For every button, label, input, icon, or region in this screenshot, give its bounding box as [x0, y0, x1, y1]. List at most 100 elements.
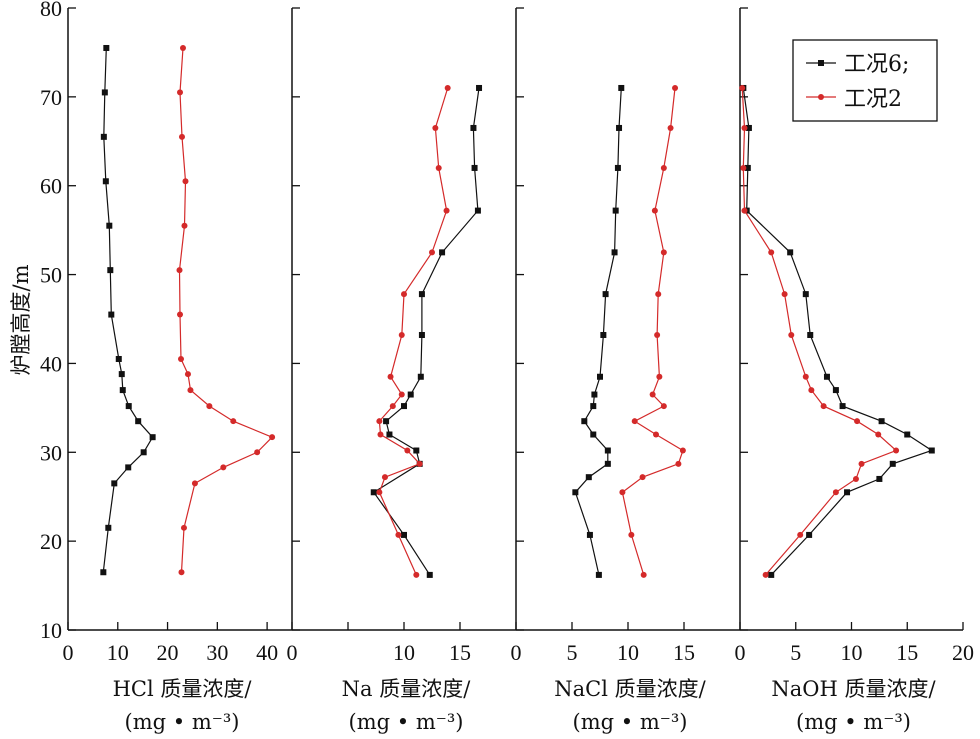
panel-4-point-case6 — [745, 124, 752, 131]
y-tick-label: 40 — [40, 351, 62, 376]
panel-3-point-case2 — [655, 291, 662, 298]
panel-4-point-case6 — [807, 331, 814, 338]
panel-2-point-case6 — [439, 249, 446, 256]
panel-4-point-case2 — [802, 373, 809, 380]
panel-4-x-tick-label: 0 — [735, 640, 746, 665]
panel-1-point-case6 — [108, 311, 115, 318]
panel-4-point-case6 — [889, 460, 896, 467]
panel-4-point-case6 — [806, 531, 813, 538]
panel-3-point-case2 — [660, 164, 667, 171]
panel-2-point-case2 — [398, 331, 405, 338]
panel-2-point-case6 — [417, 373, 424, 380]
panel-4-point-case2 — [858, 460, 865, 467]
panel-3-point-case2 — [619, 489, 626, 496]
panel-2-point-case2 — [429, 249, 435, 256]
legend-label-case2: 工况2 — [844, 87, 902, 112]
panel-1-point-case6 — [105, 524, 112, 531]
panel-3-series-case2-line — [621, 87, 684, 576]
series-layer — [100, 44, 935, 578]
panel-4-x-tick-label: 10 — [841, 640, 863, 665]
panel-1-point-case2 — [181, 222, 188, 229]
panel-3-point-case2 — [675, 460, 682, 467]
panel-1-point-case2 — [191, 480, 198, 487]
y-tick-label: 60 — [40, 174, 62, 199]
panel-4-point-case2 — [762, 571, 769, 578]
panel-2-point-case6 — [407, 391, 414, 398]
panel-1-x-axis-title: HCl 质量浓度/ — [113, 677, 253, 701]
panel-3-point-case2 — [628, 531, 635, 538]
panel-3-point-case2 — [639, 474, 646, 481]
panel-2-point-case2 — [387, 373, 394, 380]
panel-1-point-case2 — [178, 133, 185, 140]
panel-2-point-case6 — [426, 571, 433, 578]
panel-1-point-case6 — [149, 434, 156, 441]
panel-2-point-case2 — [389, 403, 396, 410]
panel-2-point-case2 — [435, 164, 442, 171]
panel-1-point-case2 — [254, 449, 261, 456]
panel-2-x-tick-label: 15 — [449, 640, 471, 665]
panel-3-point-case6 — [595, 571, 602, 578]
panel-1-point-case6 — [101, 89, 108, 96]
panel-4-point-case2 — [740, 164, 747, 171]
panel-2-point-case2 — [416, 460, 423, 467]
y-tick-label: 70 — [40, 85, 62, 110]
panel-1-point-case2 — [177, 311, 183, 318]
panel-4-point-case6 — [839, 403, 846, 410]
panel-2-point-case2 — [376, 418, 383, 425]
panel-3-x-tick-label: 15 — [673, 640, 695, 665]
panel-3-point-case6 — [604, 460, 611, 467]
panel-3-point-case6 — [604, 447, 611, 454]
panel-3-point-case6 — [618, 84, 625, 91]
panel-3-point-case2 — [651, 207, 658, 214]
panel-4-x-tick-label: 15 — [896, 640, 918, 665]
panel-4-point-case2 — [788, 331, 795, 338]
panel-1-point-case6 — [100, 569, 107, 576]
panel-2-series-case6-line — [372, 87, 480, 576]
y-tick-label: 80 — [40, 0, 62, 21]
panel-2-point-case2 — [443, 207, 450, 214]
panel-4-point-case2 — [739, 84, 746, 91]
panel-1-series-case2-line — [178, 47, 274, 573]
panel-3-point-case2 — [631, 418, 638, 425]
panel-4-point-case2 — [832, 489, 839, 496]
panel-2-point-case6 — [401, 531, 407, 538]
panel-2-x-tick-label: 0 — [287, 640, 298, 665]
legend-box — [792, 39, 938, 122]
panel-1-x-tick-label: 40 — [256, 640, 278, 665]
panel-4-point-case6 — [802, 291, 809, 298]
panel-4-point-case6 — [832, 387, 839, 394]
panel-2-point-case6 — [471, 164, 478, 171]
panel-1-point-case6 — [125, 403, 132, 410]
panel-2-point-case2 — [401, 291, 407, 298]
panel-3-point-case6 — [590, 403, 597, 410]
panel-4-point-case6 — [787, 249, 794, 256]
panel-4-point-case2 — [808, 387, 815, 394]
panel-4-point-case2 — [854, 418, 861, 425]
panel-2-point-case6 — [418, 291, 425, 298]
panel-3-point-case6 — [600, 331, 607, 338]
panel-3-x-tick-label: 0 — [511, 640, 522, 665]
panel-1-x-tick-label: 10 — [107, 640, 129, 665]
panel-2-point-case2 — [395, 531, 402, 538]
legend-label-case6: 工况6; — [844, 52, 909, 77]
panel-2-point-case2 — [404, 447, 411, 454]
panel-2-x-tick-label: 10 — [393, 640, 415, 665]
panel-4-point-case2 — [820, 403, 827, 410]
panel-2-point-case2 — [432, 124, 439, 131]
panel-3-point-case6 — [597, 373, 603, 380]
panel-2-point-case6 — [370, 489, 377, 496]
panel-4-series-case2-line — [741, 87, 898, 576]
panel-4-point-case6 — [844, 489, 851, 496]
panel-4-point-case6 — [768, 571, 775, 578]
panel-1-point-case2 — [179, 44, 186, 51]
panel-1-x-tick-label: 20 — [157, 640, 179, 665]
panel-3-point-case2 — [660, 403, 667, 410]
panel-3-point-case6 — [602, 291, 609, 298]
panel-4-point-case6 — [823, 373, 830, 380]
panel-3-series-case6-line — [574, 87, 622, 576]
panel-1-point-case6 — [100, 133, 107, 140]
panel-2-point-case6 — [413, 447, 420, 454]
panel-1-point-case2 — [178, 569, 185, 576]
legend-marker-case2 — [818, 94, 824, 100]
panel-3-point-case2 — [679, 447, 686, 454]
